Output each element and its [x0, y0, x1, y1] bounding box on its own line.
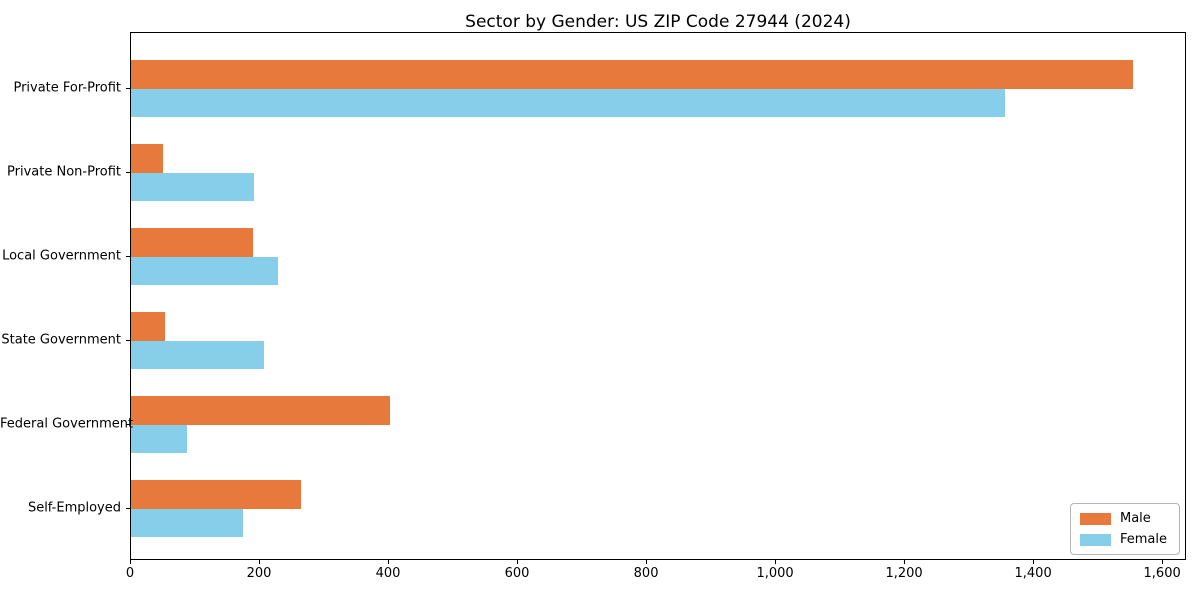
y-axis-label-2: Local Government: [2, 248, 121, 264]
bar-group-5: [131, 480, 1185, 537]
y-tick-mark: [126, 172, 130, 173]
bar-female-2: [131, 257, 278, 285]
legend-swatch-female: [1079, 533, 1111, 546]
plot-area: Male Female: [130, 32, 1186, 560]
legend-swatch-male: [1079, 512, 1111, 525]
bar-group-2: [131, 228, 1185, 285]
x-tick-mark: [775, 560, 777, 564]
x-tick-mark: [259, 560, 261, 564]
x-tick-mark: [646, 560, 648, 564]
legend-label-male: Male: [1119, 511, 1151, 526]
bar-group-1: [131, 144, 1185, 201]
bar-group-4: [131, 396, 1185, 453]
legend-entry-male: Male: [1079, 511, 1167, 526]
x-tick-label-7: 1,400: [1014, 566, 1052, 581]
x-tick-label-4: 800: [633, 566, 659, 581]
x-tick-label-0: 0: [125, 566, 135, 581]
bar-male-1: [131, 144, 164, 173]
bar-female-1: [131, 173, 254, 201]
legend-entry-female: Female: [1079, 532, 1167, 547]
x-tick-label-2: 400: [375, 566, 401, 581]
bar-female-4: [131, 425, 188, 453]
bar-female-3: [131, 341, 264, 369]
bar-male-5: [131, 480, 301, 509]
x-tick-label-3: 600: [504, 566, 530, 581]
y-tick-mark: [126, 508, 130, 509]
y-axis-label-5: Self-Employed: [27, 500, 121, 516]
x-tick-mark: [517, 560, 519, 564]
bar-group-3: [131, 312, 1185, 369]
x-tick-label-5: 1,000: [756, 566, 794, 581]
x-tick-label-8: 1,600: [1143, 566, 1181, 581]
bar-male-0: [131, 60, 1133, 89]
x-tick-mark: [130, 560, 131, 564]
y-tick-mark: [126, 88, 130, 89]
y-axis-label-1: Private Non-Profit: [7, 164, 121, 180]
y-axis-label-4: Federal Government: [0, 416, 134, 432]
y-tick-mark: [126, 424, 130, 425]
bar-female-0: [131, 89, 1006, 117]
chart-title: Sector by Gender: US ZIP Code 27944 (202…: [465, 12, 851, 32]
x-tick-mark: [1033, 560, 1035, 564]
y-axis-label-3: State Government: [1, 332, 121, 348]
bar-male-3: [131, 312, 166, 341]
y-tick-mark: [126, 256, 130, 257]
y-axis-label-0: Private For-Profit: [13, 80, 121, 96]
bar-male-4: [131, 396, 391, 425]
y-tick-mark: [126, 340, 130, 341]
x-tick-label-1: 200: [246, 566, 272, 581]
legend-label-female: Female: [1119, 532, 1167, 547]
bar-group-0: [131, 60, 1185, 117]
x-tick-label-6: 1,200: [885, 566, 923, 581]
bar-female-5: [131, 509, 244, 537]
bar-male-2: [131, 228, 253, 257]
x-tick-mark: [388, 560, 390, 564]
legend: Male Female: [1069, 503, 1180, 555]
x-tick-mark: [904, 560, 906, 564]
x-tick-mark: [1162, 560, 1164, 564]
